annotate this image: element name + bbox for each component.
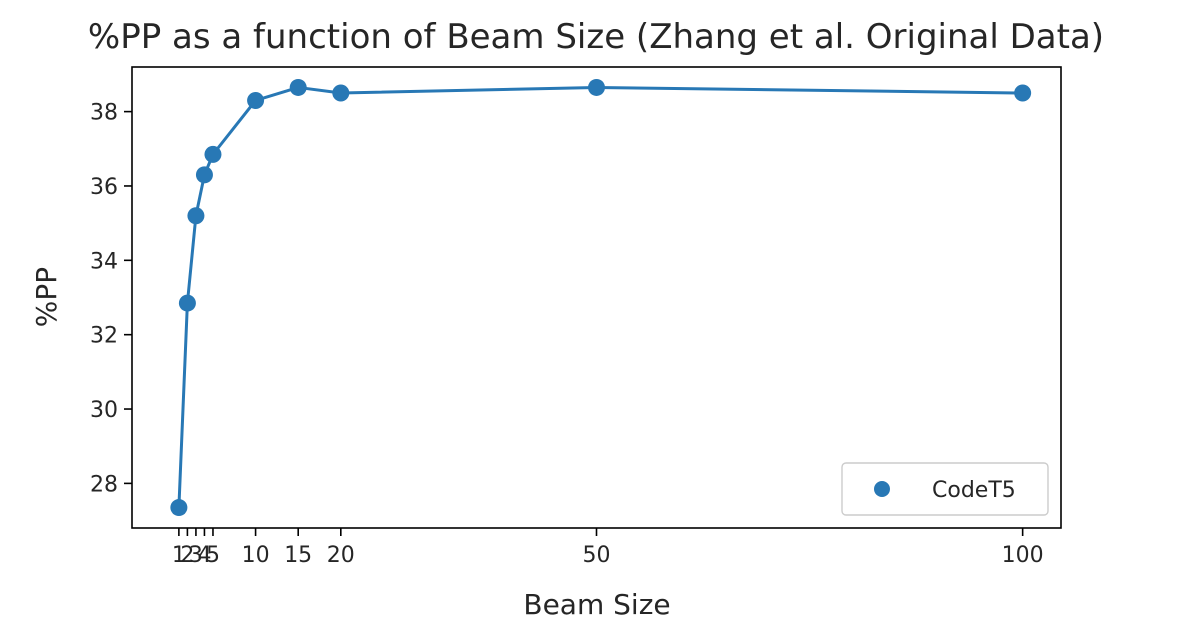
x-tick-label: 2: [180, 543, 194, 568]
x-axis-label: Beam Size: [523, 588, 670, 621]
x-tick-label: 20: [327, 543, 355, 568]
data-point: [204, 145, 222, 163]
legend-box: [841, 462, 1049, 516]
y-tick-label: 34: [90, 249, 118, 274]
y-tick-label: 28: [90, 472, 118, 497]
x-tick-label: 10: [242, 543, 270, 568]
legend: CodeT5: [841, 462, 1049, 516]
data-point: [178, 294, 196, 312]
data-point: [187, 207, 205, 225]
x-tick-label: 15: [284, 543, 312, 568]
data-point: [332, 84, 350, 102]
data-point: [195, 166, 213, 184]
y-tick-label: 36: [90, 175, 118, 200]
y-tick-label: 32: [90, 324, 118, 349]
data-point: [588, 78, 605, 96]
legend-label: CodeT5: [932, 478, 1016, 503]
x-tick-label: 100: [1002, 543, 1044, 568]
series-layer: [170, 78, 1032, 517]
y-axis-label: %PP: [30, 267, 63, 327]
x-tick-label: 50: [583, 543, 611, 568]
series-line: [177, 85, 1023, 508]
data-point: [289, 78, 307, 96]
chart-title: %PP as a function of Beam Size (Zhang et…: [88, 17, 1104, 57]
y-tick-label: 38: [90, 101, 118, 126]
data-point: [247, 91, 265, 109]
y-axis: 28 30 32 34 36 38: [90, 101, 132, 497]
x-tick-label: 4: [197, 543, 211, 568]
x-tick-label: 1: [172, 543, 186, 568]
y-tick-label: 30: [90, 398, 118, 423]
legend-marker: [874, 481, 890, 497]
x-tick-label: 3: [189, 543, 203, 568]
data-point: [170, 499, 188, 517]
data-point: [1014, 84, 1032, 102]
x-tick-label: 5: [206, 543, 220, 568]
